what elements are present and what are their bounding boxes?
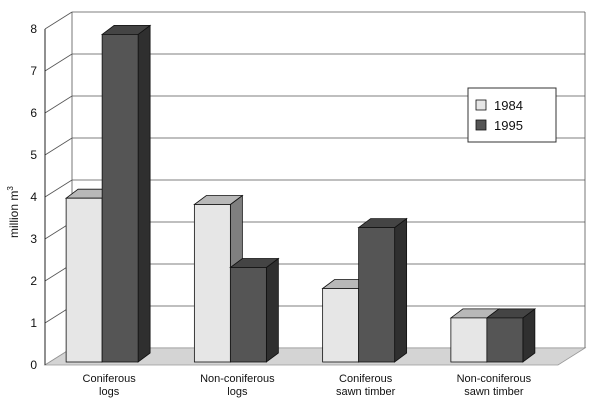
y-tick-label: 8 [30, 22, 37, 36]
bar-front [450, 317, 488, 363]
legend-label: 1984 [494, 98, 523, 113]
bar-front [101, 34, 139, 363]
y-tick-label: 0 [30, 358, 37, 372]
bar-front [65, 197, 103, 363]
bar-front [322, 288, 360, 363]
bar [100, 24, 152, 363]
y-tick-label: 7 [30, 64, 37, 78]
legend-swatch [475, 119, 487, 131]
gridline-side [44, 137, 73, 156]
x-category-label: Coniferous logs [83, 373, 137, 398]
y-tick-label: 1 [30, 316, 37, 330]
legend-box [467, 87, 557, 143]
x-category-label: Coniferous sawn timber [336, 373, 396, 398]
gridline-side [44, 179, 73, 198]
gridline-side [44, 11, 73, 30]
bar-side [137, 24, 151, 363]
y-tick-label: 3 [30, 232, 37, 246]
bar-side [265, 257, 279, 363]
bar [229, 257, 280, 363]
x-category-label: Non-coniferous logs [200, 373, 275, 398]
legend-label: 1995 [494, 118, 523, 133]
y-axis-label: million m3 [6, 186, 21, 238]
bars [64, 24, 537, 363]
legend: 1984 1995 [467, 87, 557, 143]
y-tick-label: 4 [30, 190, 37, 204]
y-tick-label: 2 [30, 274, 37, 288]
x-category-labels: Coniferous logs Non-coniferous logs Conifero… [83, 373, 532, 398]
bar-front [358, 227, 396, 363]
x-category-label: Non-coniferous sawn timber [457, 373, 532, 398]
gridline-side [44, 95, 73, 114]
bar-front [193, 204, 231, 363]
bar [485, 308, 537, 363]
bar-front [486, 317, 524, 363]
legend-swatch [475, 99, 487, 111]
y-tick-labels: 0 1 2 3 4 5 6 7 8 [30, 22, 37, 372]
y-tick-label: 6 [30, 106, 37, 120]
bar-front [229, 267, 267, 363]
bar [357, 217, 408, 363]
gridline-side [44, 53, 73, 72]
y-tick-label: 5 [30, 148, 37, 162]
bar-side [394, 217, 408, 363]
